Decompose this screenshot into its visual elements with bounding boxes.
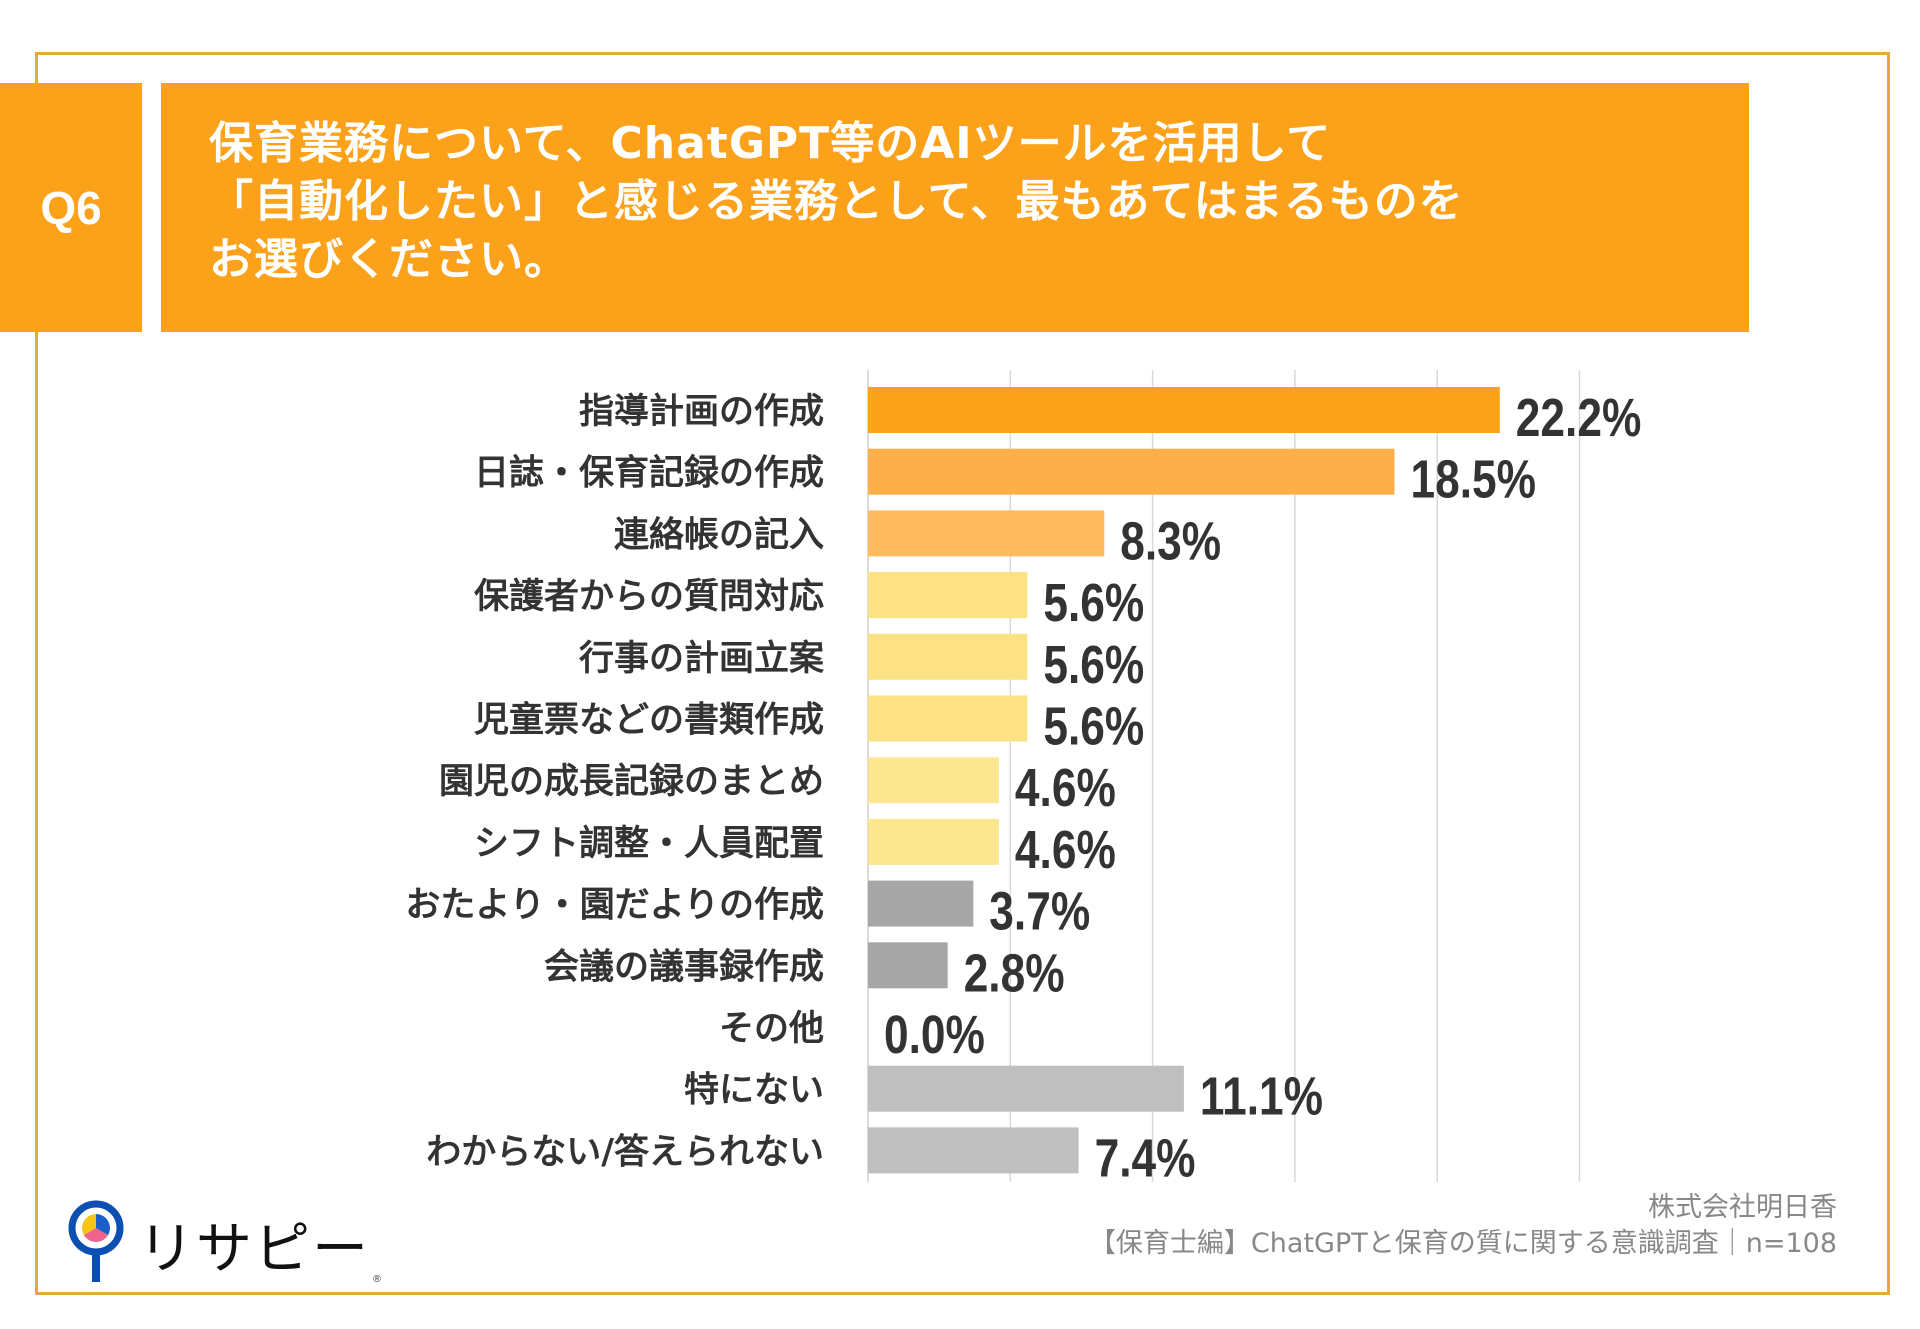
bar [868,510,1105,557]
logo-text: リサピー ® [138,1204,384,1285]
value-label: 3.7% [989,881,1090,941]
bar [868,880,974,927]
value-label: 5.6% [1043,696,1144,756]
question-title-line-3: お選びください。 [209,234,569,285]
bar [868,942,948,989]
bar [868,818,999,865]
research-pin-pie-icon [68,1200,124,1288]
category-label: 日誌・保育記録の作成 [474,454,824,494]
footer-credit: 株式会社明日香 【保育士編】ChatGPTと保育の質に関する意識調査｜n=108 [1089,1190,1837,1262]
value-label: 2.8% [964,943,1065,1003]
value-label: 5.6% [1043,573,1144,633]
bar [868,387,1500,433]
category-label: 特にない [684,1071,824,1111]
category-label: 児童票などの書類作成 [474,701,824,741]
category-label: その他 [719,1009,824,1049]
bar [868,1127,1079,1174]
category-label: 指導計画の作成 [579,392,824,432]
question-title-line-2: 「自動化したい」と感じる業務として、最もあてはまるものを [209,176,1464,227]
bar [868,448,1395,495]
bar [868,757,999,804]
category-label: おたより・園だよりの作成 [405,886,824,926]
footer-survey: 【保育士編】ChatGPTと保育の質に関する意識調査｜n=108 [1088,1228,1837,1259]
category-label: 会議の議事録作成 [544,947,824,987]
category-label: 連絡帳の記入 [614,515,824,555]
value-label: 0.0% [884,1005,985,1065]
logo-wordmark: リサピー [138,1216,370,1282]
registered-mark: ® [372,1273,384,1285]
category-labels: 指導計画の作成日誌・保育記録の作成連絡帳の記入保護者からの質問対応行事の計画立案… [405,392,825,1172]
question-title-line-1: 保育業務について、ChatGPT等のAIツールを活用して [209,118,1332,169]
value-label: 7.4% [1095,1128,1196,1188]
value-label: 4.6% [1015,758,1116,818]
bars [868,387,1500,1174]
category-label: 園児の成長記録のまとめ [439,762,824,802]
category-label: 保護者からの質問対応 [474,577,824,617]
bar [868,572,1028,619]
bar [868,1065,1184,1112]
value-label: 5.6% [1043,635,1144,695]
value-label: 22.2% [1516,388,1642,448]
bar [868,633,1028,680]
value-label: 11.1% [1200,1067,1323,1127]
value-label: 8.3% [1120,511,1221,571]
category-label: わからない/答えられない [426,1132,824,1172]
question-number-box: Q6 [0,83,142,332]
value-label: 18.5% [1411,450,1537,510]
value-labels: 22.2%18.5%8.3%5.6%5.6%5.6%4.6%4.6%3.7%2.… [884,388,1641,1189]
question-number: Q6 [40,181,102,234]
category-label: シフト調整・人員配置 [474,824,824,864]
value-label: 4.6% [1015,820,1116,880]
question-title-box: 保育業務について、ChatGPT等のAIツールを活用して 「自動化したい」と感じ… [161,83,1749,332]
footer-company: 株式会社明日香 [1648,1192,1837,1223]
bar [868,695,1028,742]
category-label: 行事の計画立案 [579,639,825,679]
logo: リサピー ® [68,1200,384,1288]
